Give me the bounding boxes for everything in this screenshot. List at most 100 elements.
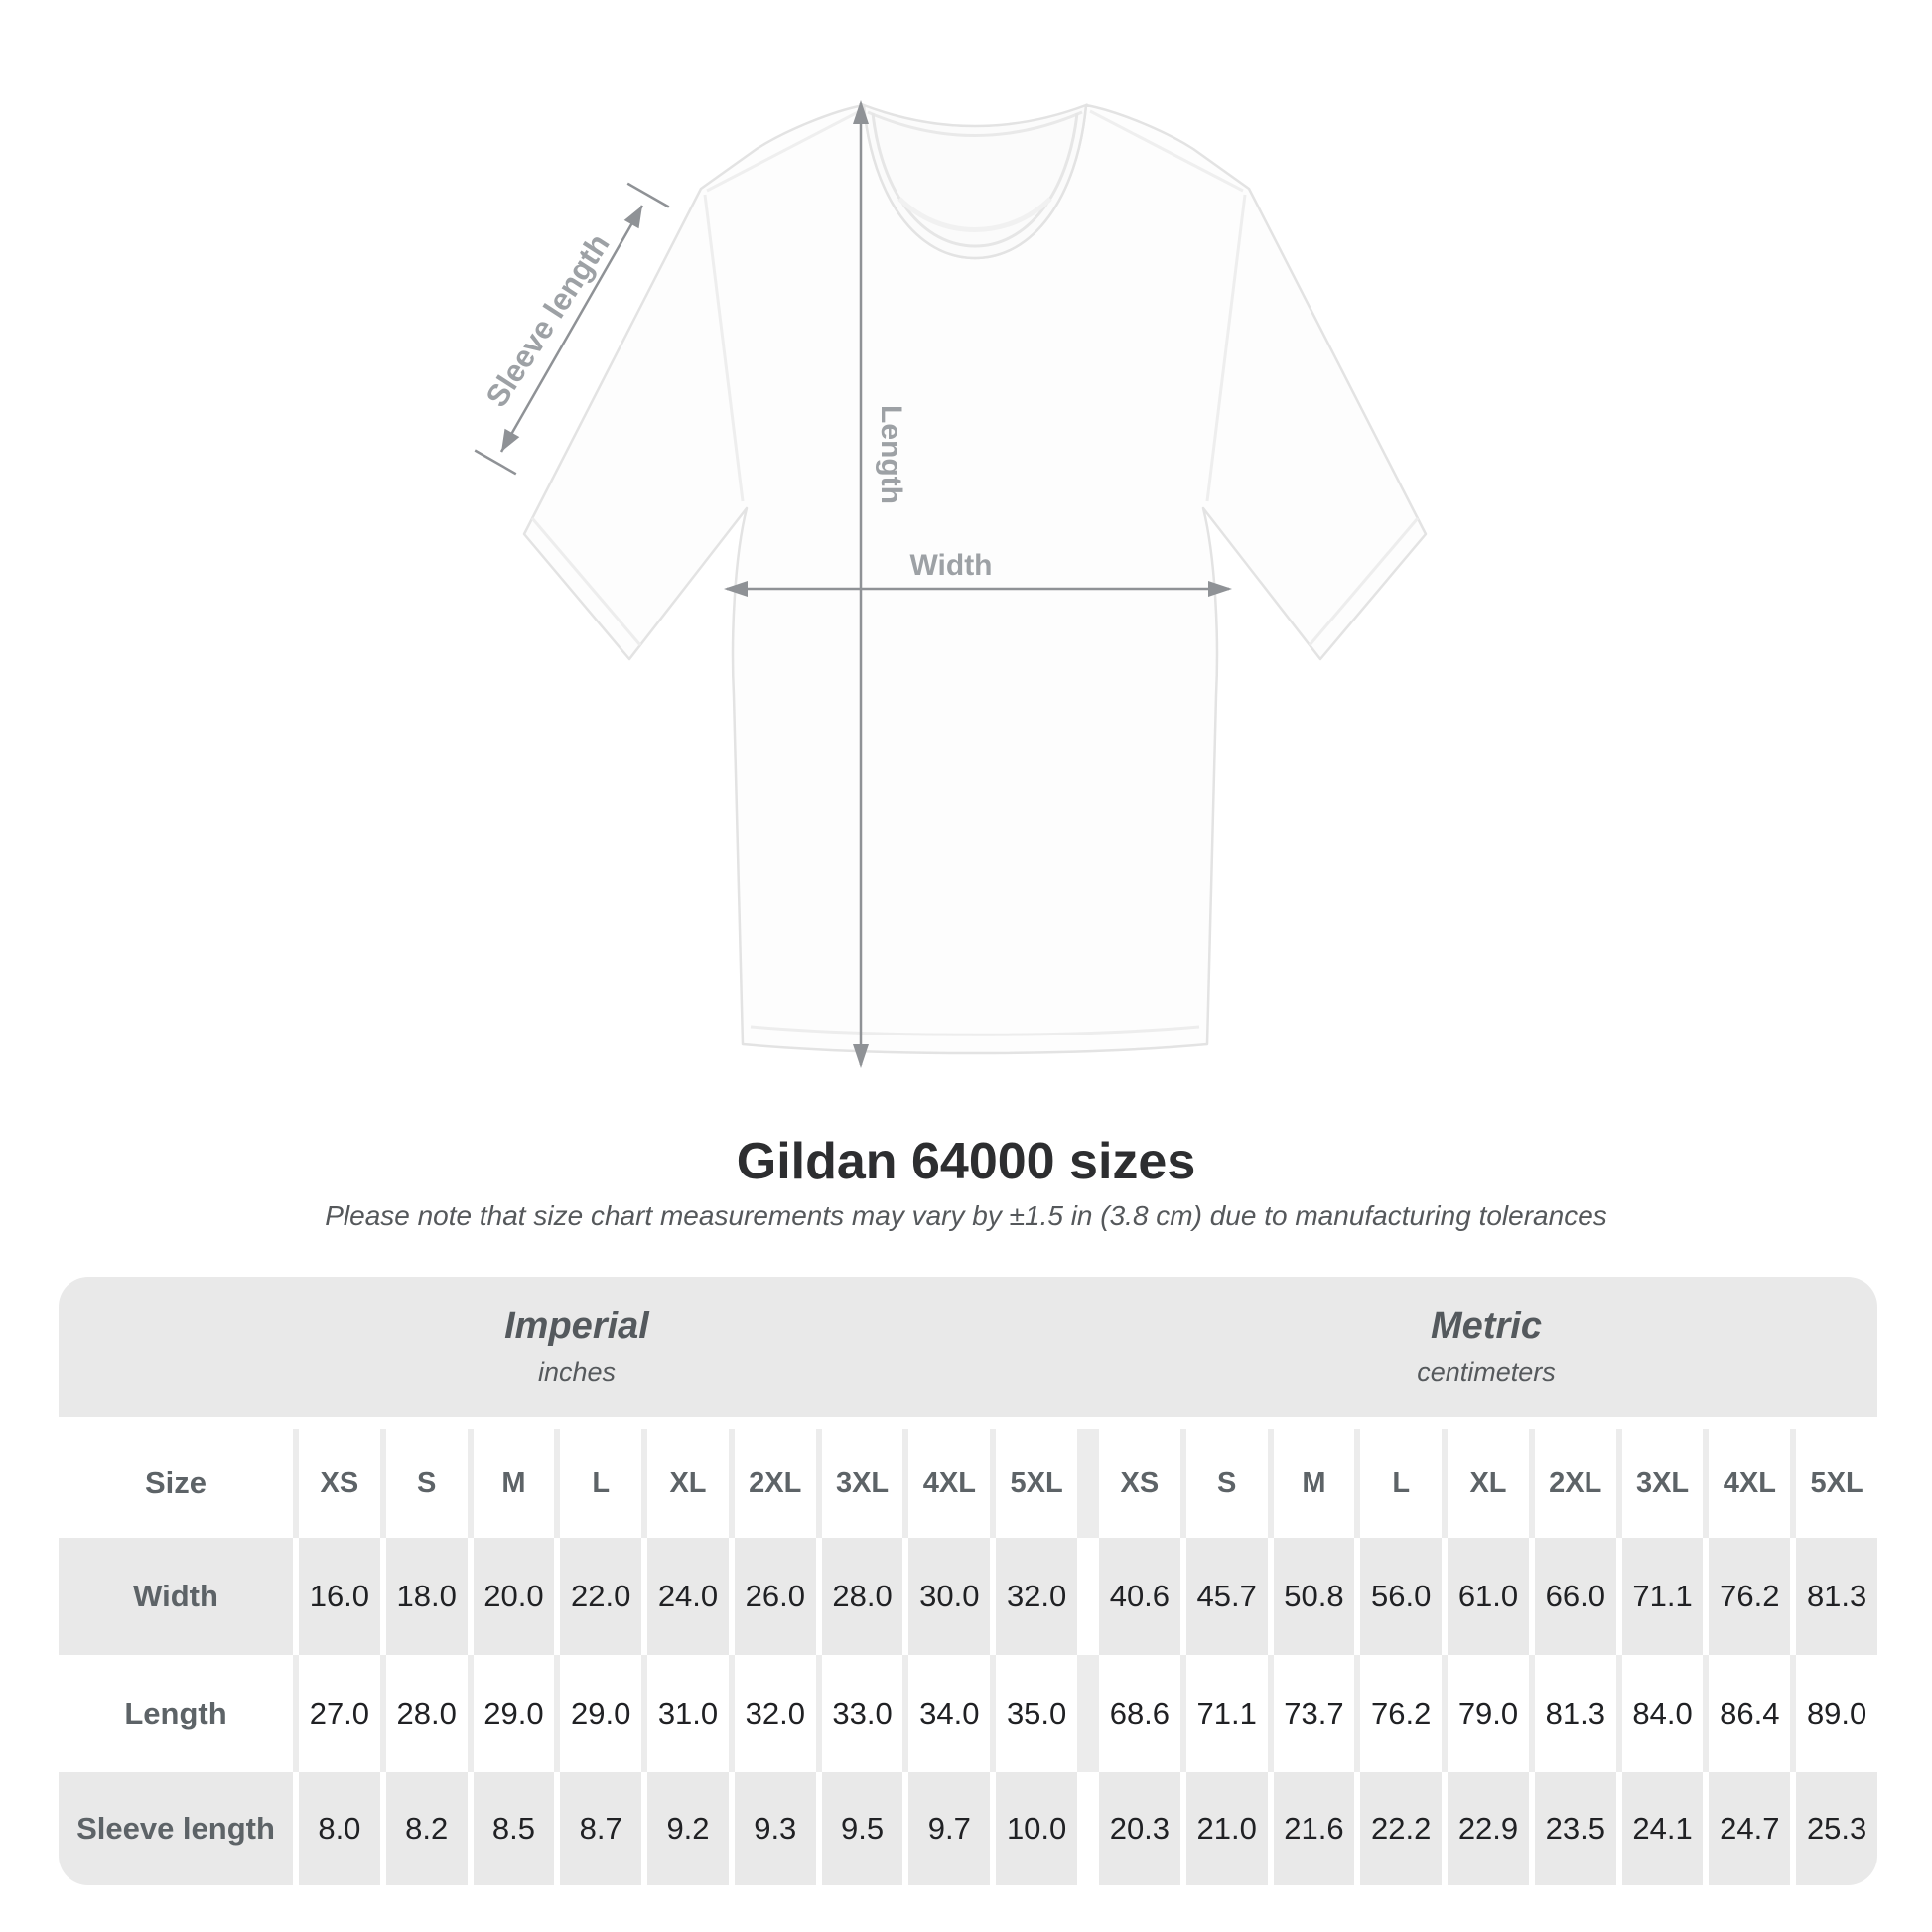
sleeve-length-row: Sleeve length 8.0 8.2 8.5 8.7 9.2 9.3 9.5 9.7 10.… xyxy=(59,1772,1877,1885)
measurement-cell: 9.5 xyxy=(821,1772,903,1885)
size-column-header: 5XL xyxy=(996,1429,1077,1538)
measurement-cell: 40.6 xyxy=(1099,1538,1180,1655)
size-column-header: S xyxy=(1185,1429,1268,1538)
band-gap xyxy=(59,1417,1877,1429)
section-divider xyxy=(1083,1538,1093,1655)
measurement-cell: 9.2 xyxy=(647,1772,729,1885)
measurement-cell: 81.3 xyxy=(1796,1538,1877,1655)
measurement-cell: 32.0 xyxy=(734,1655,816,1772)
measurement-cell: 8.2 xyxy=(385,1772,468,1885)
size-header-row: Size XS S M L XL 2XL 3XL 4XL 5XL XS S M L XL 2XL 3XL 4XL 5… xyxy=(59,1429,1877,1538)
measurement-cell: 20.3 xyxy=(1099,1772,1180,1885)
measurement-cell: 16.0 xyxy=(299,1538,380,1655)
measurement-cell: 24.1 xyxy=(1621,1772,1704,1885)
length-label: Length xyxy=(875,405,907,504)
measurement-cell: 10.0 xyxy=(996,1772,1077,1885)
length-arrowhead-top xyxy=(853,100,869,124)
metric-section-unit: centimeters xyxy=(1417,1357,1556,1387)
measurement-cell: 50.8 xyxy=(1273,1538,1355,1655)
measurement-cell: 22.0 xyxy=(560,1538,642,1655)
measurement-cell: 8.7 xyxy=(560,1772,642,1885)
size-column-header: M xyxy=(473,1429,555,1538)
measurement-cell: 23.5 xyxy=(1534,1772,1616,1885)
row-label-cell: Length xyxy=(59,1655,293,1772)
measurement-cell: 73.7 xyxy=(1273,1655,1355,1772)
measurement-cell: 24.7 xyxy=(1709,1772,1791,1885)
size-chart-table: Imperial inches Metric centimeters Size X… xyxy=(59,1277,1877,1885)
measurement-cell: 66.0 xyxy=(1534,1538,1616,1655)
sleeve-arrowhead-top xyxy=(623,206,642,229)
collar-front-band-seam xyxy=(871,112,1079,248)
measurement-cell: 71.1 xyxy=(1185,1655,1268,1772)
metric-section-header: Metric centimeters xyxy=(1095,1306,1877,1388)
width-row: Width 16.0 18.0 20.0 22.0 24.0 26.0 28.0 30.0 32.… xyxy=(59,1538,1877,1655)
imperial-section-title: Imperial xyxy=(504,1306,649,1347)
size-column-header: XS xyxy=(299,1429,380,1538)
size-column-header: XL xyxy=(1448,1429,1529,1538)
right-shoulder-seam xyxy=(1089,109,1244,193)
metric-section-title: Metric xyxy=(1431,1306,1542,1347)
width-arrowhead-left xyxy=(724,581,748,597)
measurement-cell: 28.0 xyxy=(821,1538,903,1655)
measurement-cell: 22.9 xyxy=(1448,1772,1529,1885)
size-column-header: 4XL xyxy=(1709,1429,1791,1538)
page-subtitle: Please note that size chart measurements… xyxy=(325,1200,1607,1231)
section-divider xyxy=(1083,1772,1093,1885)
collar-shadow xyxy=(897,197,1052,232)
measurement-cell: 22.2 xyxy=(1360,1772,1443,1885)
measurement-cell: 61.0 xyxy=(1448,1538,1529,1655)
unit-header-band: Imperial inches Metric centimeters xyxy=(59,1277,1877,1417)
sleeve-cap-bottom xyxy=(474,449,517,476)
measurement-cell: 45.7 xyxy=(1185,1538,1268,1655)
measurement-cell: 9.7 xyxy=(908,1772,991,1885)
left-sleeve-seam xyxy=(703,194,745,502)
size-column-header: L xyxy=(560,1429,642,1538)
row-label-cell: Sleeve length xyxy=(59,1772,293,1885)
measurement-cell: 76.2 xyxy=(1360,1655,1443,1772)
measurement-cell: 68.6 xyxy=(1099,1655,1180,1772)
measurement-cell: 24.0 xyxy=(647,1538,729,1655)
width-arrowhead-right xyxy=(1208,581,1232,597)
measurement-cell: 9.3 xyxy=(734,1772,816,1885)
measurement-cell: 32.0 xyxy=(996,1538,1077,1655)
measurement-cell: 84.0 xyxy=(1621,1655,1704,1772)
measurement-cell: 35.0 xyxy=(996,1655,1077,1772)
measurement-cell: 34.0 xyxy=(908,1655,991,1772)
right-sleeve-seam xyxy=(1205,194,1247,502)
measurement-cell: 33.0 xyxy=(821,1655,903,1772)
measurement-cell: 8.5 xyxy=(473,1772,555,1885)
measurement-cell: 71.1 xyxy=(1621,1538,1704,1655)
size-column-header: 3XL xyxy=(1621,1429,1704,1538)
tshirt-illustration xyxy=(522,103,1428,1055)
width-label: Width xyxy=(909,549,993,582)
left-cuff-hem xyxy=(530,517,642,646)
size-column-header: 5XL xyxy=(1796,1429,1877,1538)
size-column-header: 3XL xyxy=(821,1429,903,1538)
sleeve-arrow-line xyxy=(499,205,644,453)
length-row: Length 27.0 28.0 29.0 29.0 31.0 32.0 33.0 34.0 35… xyxy=(59,1655,1877,1772)
measurement-cell: 25.3 xyxy=(1796,1772,1877,1885)
row-label-cell: Width xyxy=(59,1538,293,1655)
page-title: Gildan 64000 sizes xyxy=(736,1133,1196,1190)
left-shoulder-seam xyxy=(706,109,861,193)
size-column-header: 2XL xyxy=(734,1429,816,1538)
section-divider xyxy=(1083,1655,1093,1772)
size-column-header: 2XL xyxy=(1534,1429,1616,1538)
right-cuff-hem xyxy=(1308,517,1420,646)
measurement-cell: 26.0 xyxy=(734,1538,816,1655)
size-column-header: M xyxy=(1273,1429,1355,1538)
section-divider xyxy=(1083,1429,1093,1538)
size-column-header: XL xyxy=(647,1429,729,1538)
measurement-cell: 81.3 xyxy=(1534,1655,1616,1772)
measurement-cell: 79.0 xyxy=(1448,1655,1529,1772)
bottom-hem xyxy=(750,1025,1200,1036)
measurement-cell: 89.0 xyxy=(1796,1655,1877,1772)
size-column-header: S xyxy=(385,1429,468,1538)
measurement-cell: 86.4 xyxy=(1709,1655,1791,1772)
tshirt-neck-hole xyxy=(862,103,1088,260)
dimension-annotations xyxy=(474,100,1232,1068)
size-column-header: 4XL xyxy=(908,1429,991,1538)
measurement-cell: 76.2 xyxy=(1709,1538,1791,1655)
measurement-cell: 56.0 xyxy=(1360,1538,1443,1655)
